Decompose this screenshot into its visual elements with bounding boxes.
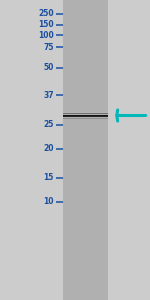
Text: 15: 15 xyxy=(44,173,54,182)
Text: 100: 100 xyxy=(38,31,54,40)
Text: 10: 10 xyxy=(44,197,54,206)
Text: 75: 75 xyxy=(44,43,54,52)
Text: 25: 25 xyxy=(44,120,54,129)
Text: 250: 250 xyxy=(38,9,54,18)
Bar xyxy=(63,0,108,300)
Text: 37: 37 xyxy=(43,91,54,100)
Text: 20: 20 xyxy=(44,144,54,153)
Text: 50: 50 xyxy=(44,63,54,72)
Text: 150: 150 xyxy=(38,20,54,29)
